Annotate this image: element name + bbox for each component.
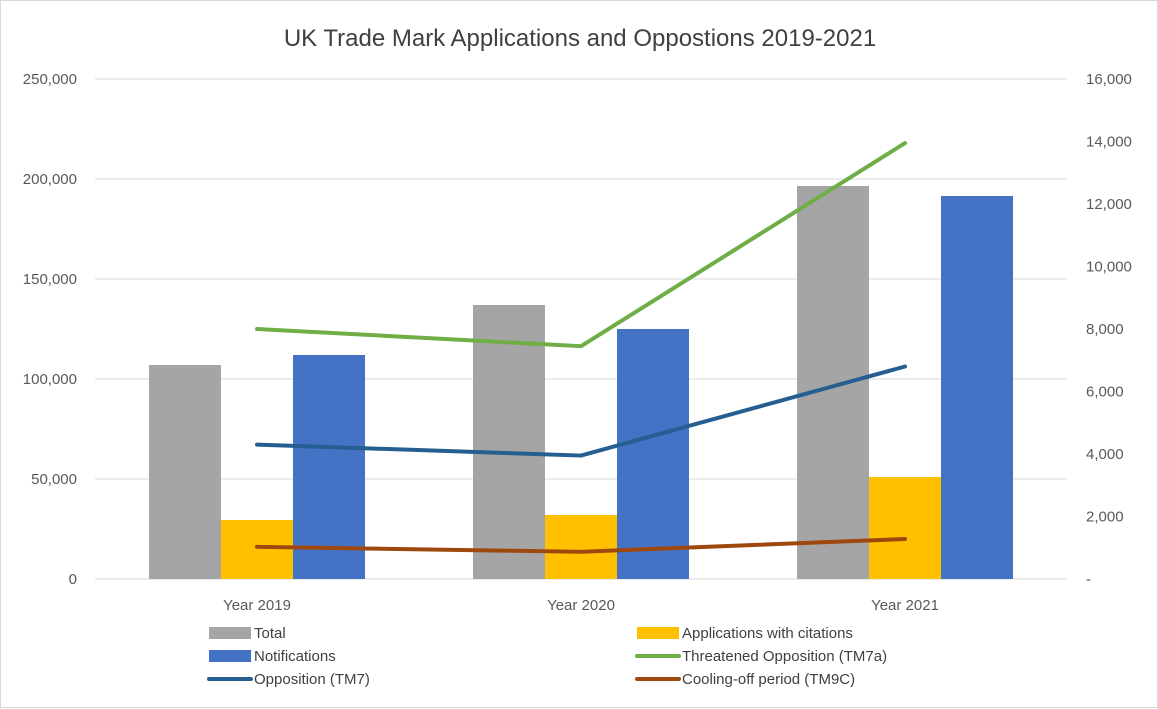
legend-label: Cooling-off period (TM9C) — [682, 671, 855, 688]
legend-swatch — [637, 627, 679, 639]
right-tick-label: 8,000 — [1086, 321, 1124, 338]
right-tick-label: - — [1086, 571, 1091, 588]
line-series — [255, 141, 907, 554]
legend-label: Notifications — [254, 648, 336, 665]
bar-series — [149, 186, 1013, 579]
right-tick-label: 10,000 — [1086, 259, 1132, 276]
legend-item: Notifications — [209, 648, 336, 665]
bar — [797, 186, 869, 579]
bar — [221, 520, 293, 579]
left-tick-label: 250,000 — [23, 71, 77, 88]
x-tick-label: Year 2019 — [223, 597, 291, 614]
bar — [941, 196, 1013, 579]
legend-label: Opposition (TM7) — [254, 671, 370, 688]
bar — [617, 329, 689, 579]
legend: Total Applications with citations Notifica… — [207, 625, 887, 688]
bar — [293, 355, 365, 579]
left-tick-label: 50,000 — [31, 471, 77, 488]
legend-swatch — [209, 627, 251, 639]
bar — [869, 477, 941, 579]
legend-label: Threatened Opposition (TM7a) — [682, 648, 887, 665]
series-line — [255, 141, 907, 349]
legend-item: Applications with citations — [637, 625, 853, 642]
right-tick-label: 14,000 — [1086, 134, 1132, 151]
x-axis: Year 2019 Year 2020 Year 2021 — [223, 597, 939, 614]
legend-label: Applications with citations — [682, 625, 853, 642]
legend-label: Total — [254, 625, 286, 642]
left-tick-label: 150,000 — [23, 271, 77, 288]
right-tick-label: 2,000 — [1086, 509, 1124, 526]
right-tick-label: 6,000 — [1086, 384, 1124, 401]
left-tick-label: 100,000 — [23, 371, 77, 388]
series-line — [255, 364, 907, 458]
x-tick-label: Year 2021 — [871, 597, 939, 614]
legend-item: Threatened Opposition (TM7a) — [635, 648, 887, 665]
bar — [473, 305, 545, 579]
left-tick-label: 0 — [69, 571, 77, 588]
legend-item: Opposition (TM7) — [207, 671, 370, 688]
legend-item: Total — [209, 625, 286, 642]
bar — [149, 365, 221, 579]
right-y-axis: - 2,000 4,000 6,000 8,000 10,000 12,000 14,000 1… — [1086, 71, 1132, 588]
right-tick-label: 16,000 — [1086, 71, 1132, 88]
right-tick-label: 12,000 — [1086, 196, 1132, 213]
left-tick-label: 200,000 — [23, 171, 77, 188]
series-line — [255, 537, 907, 554]
right-tick-label: 4,000 — [1086, 446, 1124, 463]
left-y-axis: 0 50,000 100,000 150,000 200,000 250,000 — [23, 71, 77, 588]
x-tick-label: Year 2020 — [547, 597, 615, 614]
chart-title: UK Trade Mark Applications and Oppostion… — [284, 25, 876, 52]
legend-swatch — [209, 650, 251, 662]
bar — [545, 515, 617, 579]
legend-item: Cooling-off period (TM9C) — [635, 671, 855, 688]
